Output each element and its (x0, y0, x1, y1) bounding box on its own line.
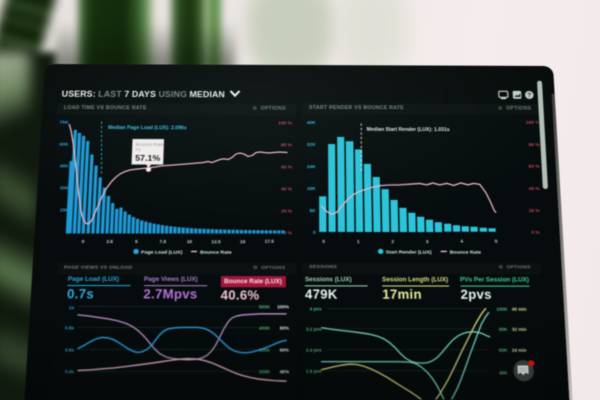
svg-text:60 %: 60 % (281, 164, 292, 169)
svg-text:0.8s: 0.8s (65, 325, 75, 330)
svg-text:57.1%: 57.1% (135, 152, 161, 162)
svg-text:4 pvs: 4 pvs (310, 307, 323, 312)
svg-text:3: 3 (426, 238, 429, 243)
svg-text:100 %: 100 % (278, 120, 292, 125)
svg-text:40 min: 40 min (512, 307, 527, 312)
svg-text:15K: 15K (60, 207, 70, 212)
svg-text:0.6s: 0.6s (65, 347, 75, 352)
svg-text:0 %: 0 % (532, 229, 541, 234)
svg-text:60 %: 60 % (529, 163, 540, 168)
svg-text:32K: 32K (307, 142, 317, 147)
svg-text:40%: 40% (280, 369, 290, 375)
svg-text:Median Page Load (LUX): 2.096s: Median Page Load (LUX): 2.096s (108, 125, 187, 131)
svg-text:Bounce Rate: Bounce Rate (135, 142, 164, 147)
svg-text:Bounce Rate: Bounce Rate (450, 249, 482, 255)
svg-text:4: 4 (461, 238, 464, 243)
svg-text:1.6 pvs: 1.6 pvs (306, 369, 322, 375)
svg-text:20 %: 20 % (529, 207, 540, 212)
svg-text:24 min: 24 min (512, 348, 527, 353)
svg-text:3.2 pvs: 3.2 pvs (306, 327, 323, 332)
svg-text:Start Render (LUX): Start Render (LUX) (386, 249, 433, 255)
svg-text:500K: 500K (259, 304, 271, 309)
svg-text:300K: 300K (259, 347, 270, 352)
svg-text:5: 5 (135, 238, 138, 243)
svg-text:0: 0 (323, 238, 326, 243)
svg-text:100%: 100% (277, 304, 289, 309)
svg-text:?: ? (528, 92, 533, 99)
svg-text:60%: 60% (280, 347, 290, 352)
svg-text:80K: 80K (499, 327, 508, 332)
svg-text:400K: 400K (259, 325, 270, 330)
svg-text:Page Load (LUX): Page Load (LUX) (141, 249, 183, 255)
svg-text:0.4s: 0.4s (65, 369, 75, 375)
svg-text:24K: 24K (307, 163, 317, 168)
svg-text:100K: 100K (497, 307, 509, 312)
svg-text:2.4 pvs: 2.4 pvs (306, 348, 322, 353)
svg-text:80 %: 80 % (529, 142, 540, 147)
svg-text:80%: 80% (280, 325, 290, 330)
svg-text:60K: 60K (499, 348, 508, 353)
svg-text:8K: 8K (310, 207, 317, 212)
svg-text:7.5: 7.5 (160, 238, 167, 243)
svg-text:1s: 1s (69, 305, 75, 310)
svg-text:40K: 40K (499, 371, 508, 377)
svg-text:2.5: 2.5 (106, 238, 113, 243)
svg-text:1: 1 (357, 238, 360, 243)
svg-text:2: 2 (392, 238, 395, 243)
svg-text:16K: 16K (307, 185, 317, 190)
svg-text:45K: 45K (60, 163, 70, 168)
svg-text:200K: 200K (259, 369, 270, 375)
svg-text:32 min: 32 min (512, 327, 527, 332)
svg-text:5: 5 (495, 238, 498, 243)
svg-text:7s: 7s (135, 147, 141, 152)
svg-text:0 %: 0 % (284, 230, 292, 235)
svg-text:10: 10 (187, 238, 193, 243)
svg-text:Median Start Render (LUX): 1.0: Median Start Render (LUX): 1.031s (367, 127, 450, 133)
svg-text:17.5: 17.5 (265, 238, 275, 243)
svg-text:Bounce Rate: Bounce Rate (200, 249, 232, 255)
svg-text:0: 0 (82, 238, 86, 243)
svg-text:15: 15 (240, 238, 246, 243)
svg-text:12.5: 12.5 (211, 238, 221, 243)
svg-text:0: 0 (313, 229, 316, 234)
svg-text:30K: 30K (60, 185, 70, 190)
svg-text:100 %: 100 % (526, 119, 540, 124)
svg-text:60K: 60K (59, 141, 69, 146)
svg-text:0: 0 (66, 229, 70, 234)
svg-text:80 %: 80 % (281, 142, 292, 147)
svg-text:20 %: 20 % (281, 208, 292, 213)
svg-text:40 %: 40 % (529, 185, 540, 190)
svg-text:75K: 75K (59, 119, 69, 124)
svg-text:40K: 40K (307, 120, 317, 125)
svg-text:40 %: 40 % (281, 186, 292, 191)
